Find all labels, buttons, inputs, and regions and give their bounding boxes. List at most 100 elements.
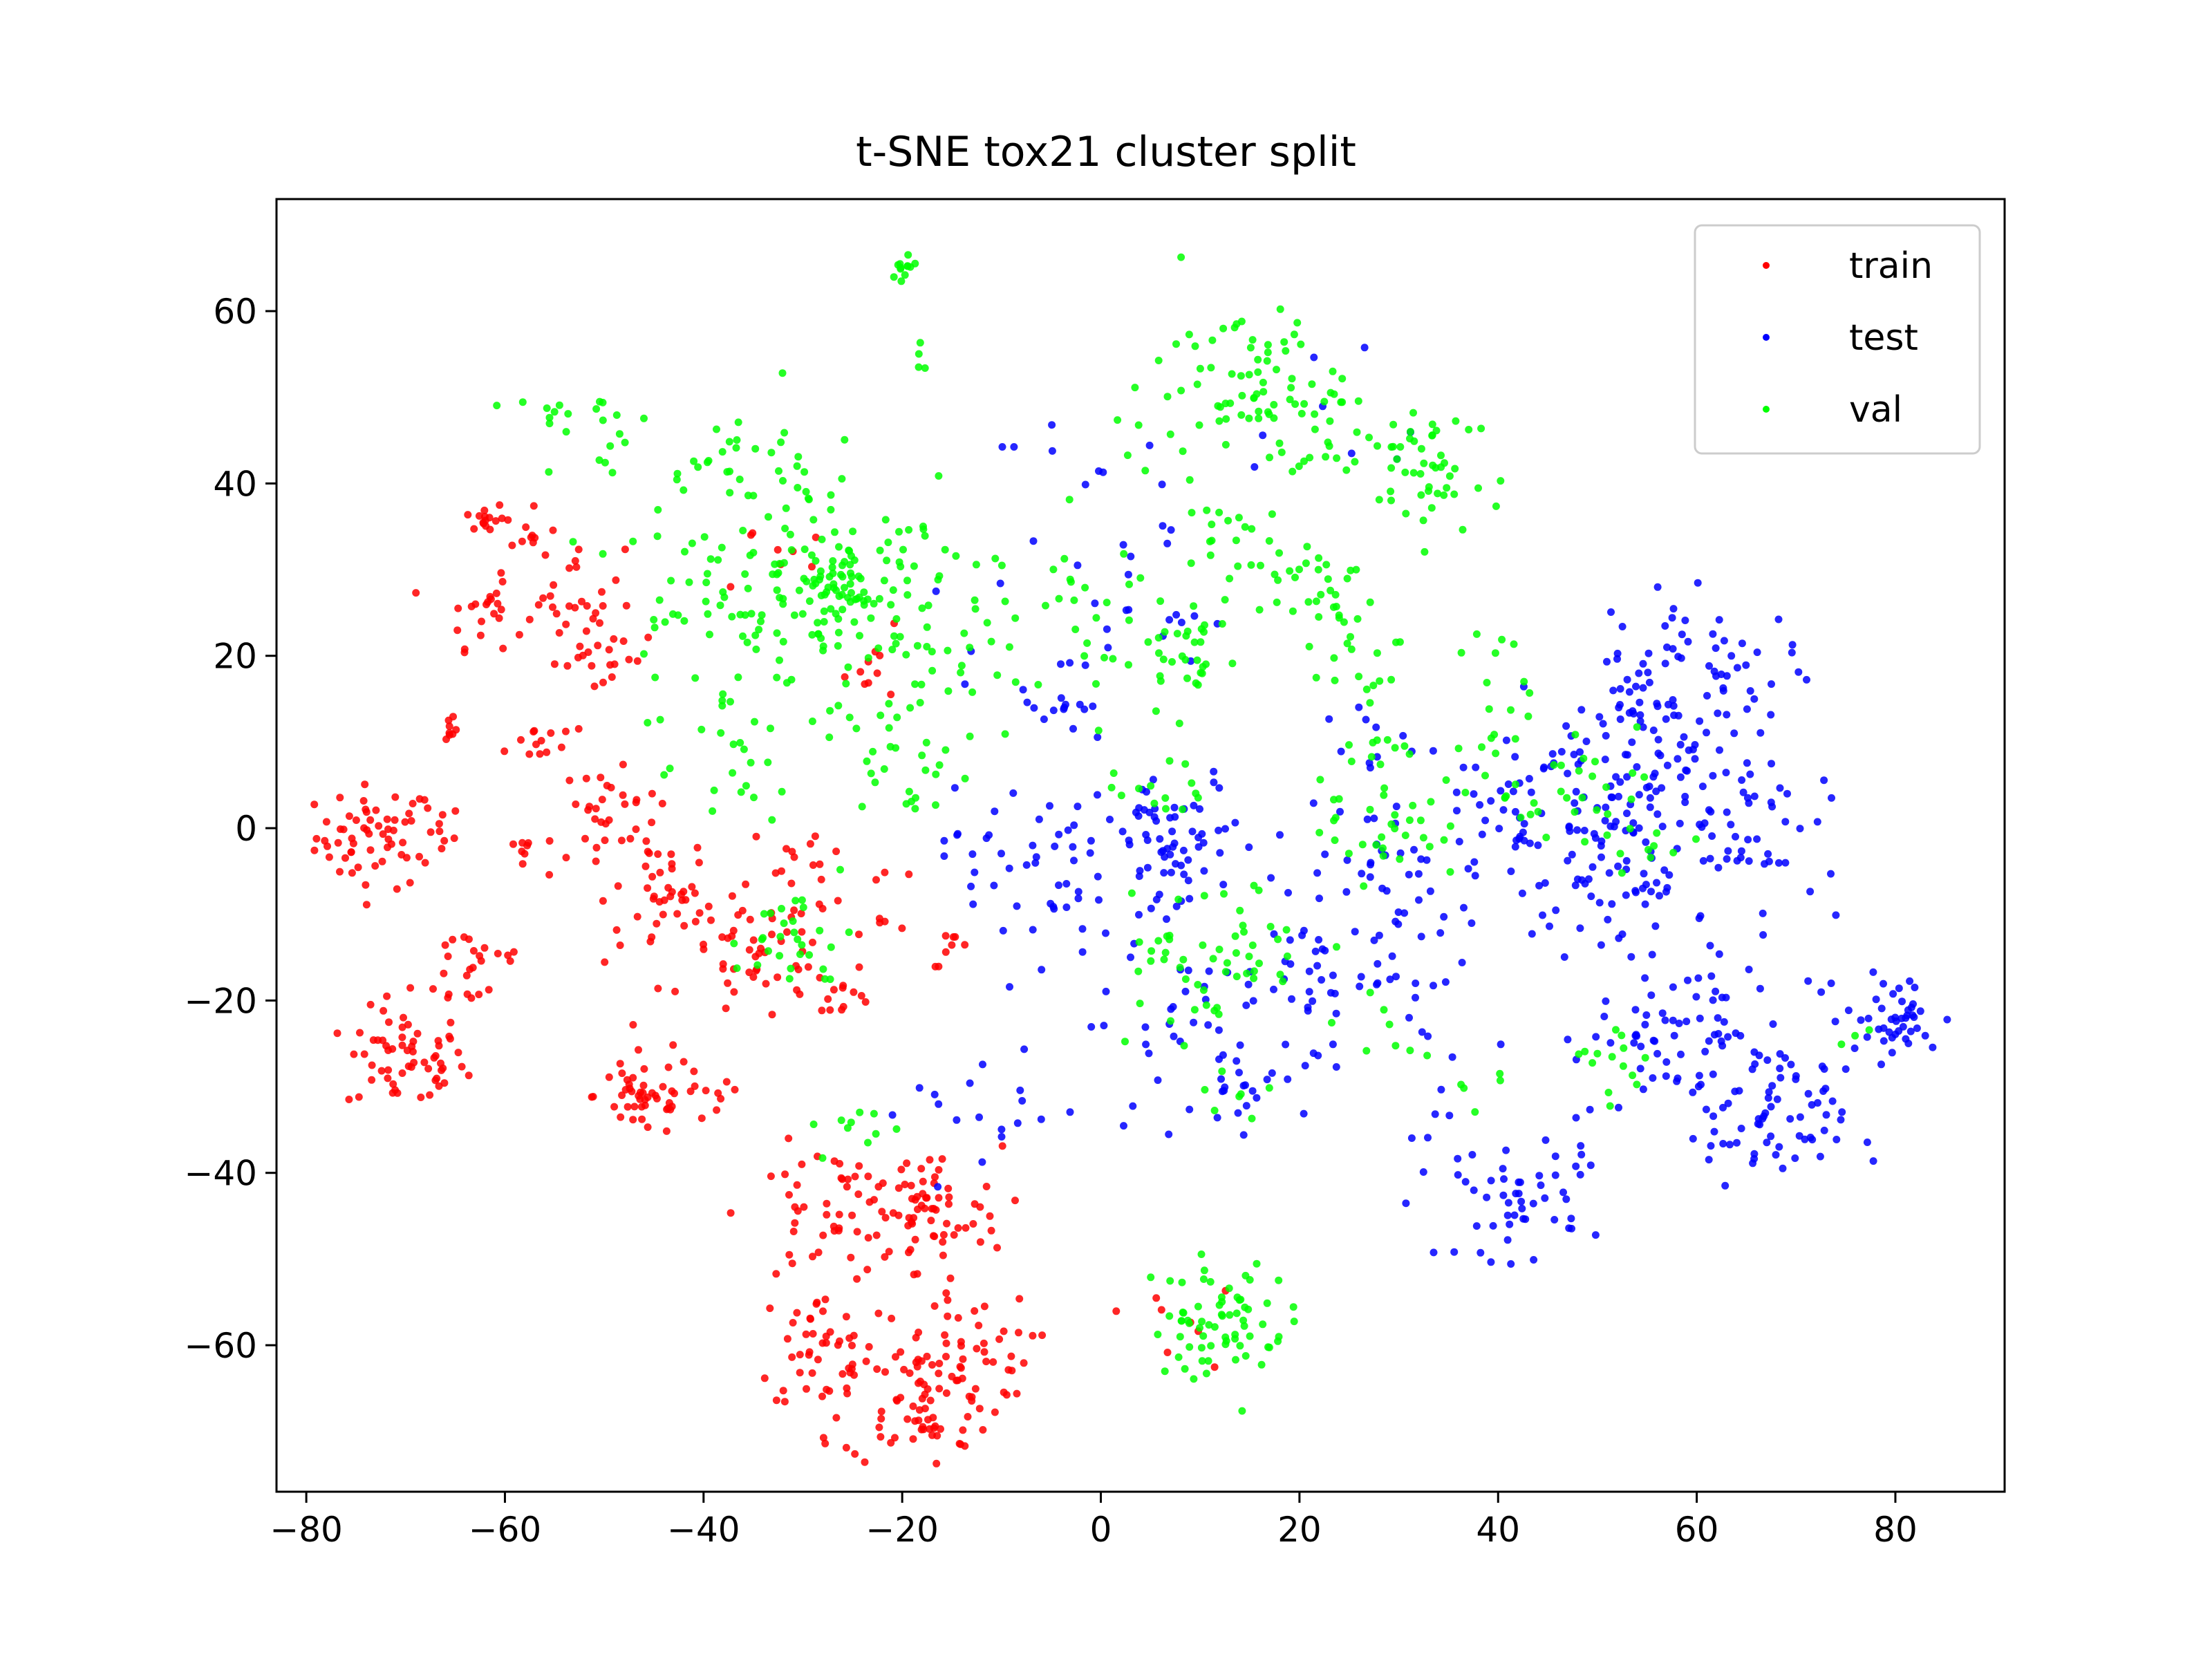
point-val — [1226, 574, 1234, 583]
point-train — [986, 1212, 994, 1220]
point-test — [1663, 643, 1671, 651]
point-test — [1087, 836, 1095, 845]
point-val — [880, 577, 888, 585]
point-val — [1593, 806, 1601, 814]
point-val — [1353, 428, 1361, 436]
point-val — [629, 537, 637, 545]
point-val — [725, 438, 733, 446]
point-val — [1383, 735, 1391, 744]
point-val — [890, 273, 898, 281]
point-val — [1316, 776, 1324, 784]
point-train — [979, 1426, 987, 1434]
point-test — [1675, 1020, 1683, 1027]
point-test — [1310, 353, 1318, 362]
point-train — [498, 514, 506, 523]
point-val — [1155, 649, 1163, 657]
point-train — [592, 843, 601, 852]
point-test — [930, 1090, 939, 1098]
point-test — [1102, 929, 1109, 937]
point-val — [1369, 682, 1378, 690]
point-train — [571, 603, 579, 612]
point-val — [1208, 336, 1217, 344]
point-train — [839, 982, 847, 990]
point-train — [995, 1335, 1004, 1343]
point-test — [1753, 648, 1761, 657]
point-train — [690, 1067, 698, 1076]
point-val — [1311, 410, 1319, 418]
point-val — [1199, 1332, 1208, 1340]
point-val — [1199, 663, 1207, 671]
point-train — [552, 610, 561, 618]
point-train — [565, 776, 574, 785]
point-train — [487, 595, 495, 603]
point-val — [1232, 320, 1241, 328]
point-train — [605, 1073, 613, 1081]
point-test — [1232, 1057, 1241, 1065]
point-val — [769, 570, 777, 579]
point-val — [896, 260, 904, 268]
point-test — [1601, 816, 1609, 825]
point-val — [1641, 1053, 1649, 1062]
point-train — [621, 800, 629, 808]
point-train — [591, 815, 599, 823]
point-train — [612, 926, 621, 934]
point-test — [1773, 1095, 1781, 1103]
point-train — [853, 1275, 861, 1283]
point-test — [1572, 787, 1580, 796]
point-val — [1208, 521, 1216, 529]
point-test — [1921, 1031, 1929, 1040]
point-val — [1205, 1321, 1213, 1329]
point-train — [863, 1266, 872, 1274]
point-val — [852, 724, 861, 733]
point-val — [1193, 380, 1201, 388]
point-train — [842, 1443, 850, 1452]
point-train — [616, 941, 624, 949]
point-val — [1161, 628, 1169, 636]
point-val — [1154, 357, 1163, 364]
point-test — [1669, 696, 1677, 704]
point-test — [953, 1116, 961, 1124]
point-test — [1895, 984, 1903, 993]
point-val — [710, 786, 718, 794]
point-val — [1416, 816, 1425, 825]
point-val — [747, 610, 756, 618]
y-tick-label: −20 — [184, 981, 257, 1021]
point-val — [518, 398, 527, 406]
point-test — [1242, 1001, 1250, 1009]
point-test — [1548, 750, 1557, 758]
point-test — [1284, 1075, 1292, 1083]
point-train — [1000, 1388, 1008, 1396]
point-test — [1595, 713, 1604, 721]
point-test — [1654, 735, 1662, 744]
point-test — [1755, 1051, 1763, 1060]
point-test — [1577, 876, 1586, 884]
point-val — [1380, 784, 1389, 792]
point-test — [1710, 667, 1718, 675]
point-test — [1064, 826, 1072, 834]
point-test — [1684, 976, 1691, 984]
point-val — [608, 469, 617, 477]
point-val — [1606, 1102, 1614, 1110]
point-train — [1000, 1327, 1008, 1335]
point-val — [615, 430, 624, 438]
point-val — [750, 794, 758, 802]
point-val — [1236, 1342, 1244, 1350]
point-val — [860, 588, 868, 597]
point-test — [1746, 770, 1754, 778]
point-test — [1156, 835, 1164, 843]
point-val — [1175, 720, 1183, 727]
point-val — [831, 528, 838, 536]
legend: train test val — [1694, 224, 1981, 455]
point-val — [1344, 850, 1353, 858]
point-train — [838, 1370, 847, 1378]
point-val — [867, 614, 875, 622]
point-test — [1572, 1162, 1580, 1170]
point-val — [1312, 597, 1320, 606]
point-test — [1703, 692, 1711, 700]
point-val — [1257, 1360, 1266, 1369]
point-train — [515, 630, 523, 639]
point-val — [1311, 425, 1319, 433]
point-test — [1166, 814, 1174, 822]
point-train — [638, 1115, 646, 1123]
point-val — [906, 263, 915, 271]
